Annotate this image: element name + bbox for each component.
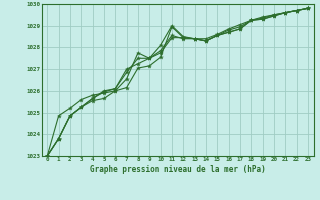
X-axis label: Graphe pression niveau de la mer (hPa): Graphe pression niveau de la mer (hPa) <box>90 165 266 174</box>
